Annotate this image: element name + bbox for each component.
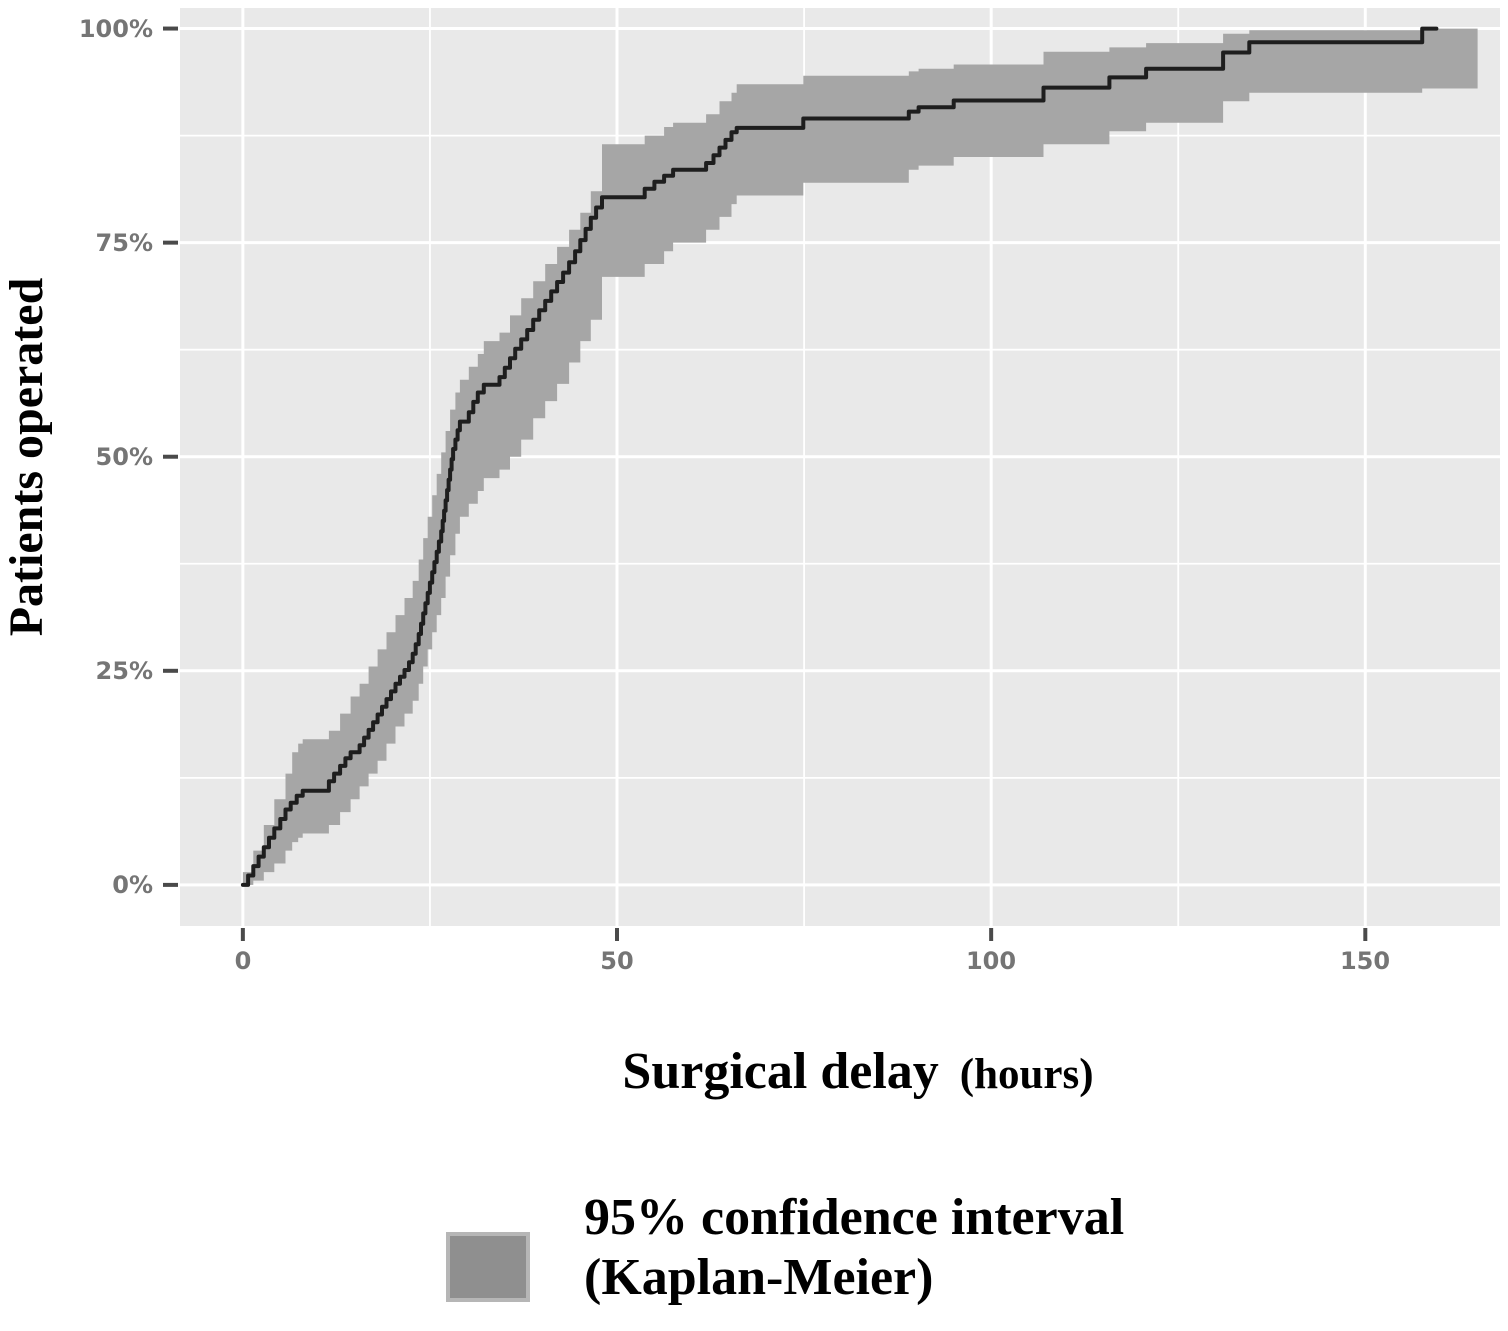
confidence-interval-band xyxy=(242,28,1478,885)
km-step-line xyxy=(240,26,1439,887)
y-tick-label-100: 100% xyxy=(78,15,153,43)
x-tick-label-0: 0 xyxy=(234,947,252,975)
legend-label-line1: 95% confidence interval xyxy=(584,1189,1125,1246)
x-axis-title: Surgical delay (hours) xyxy=(358,1042,1358,1101)
km-plot-svg xyxy=(163,8,1500,941)
ci-band-swatch xyxy=(446,1232,530,1302)
y-tick-label-50: 50% xyxy=(95,443,153,471)
x-axis-title-text: Surgical delay xyxy=(622,1043,939,1100)
x-tick-label-50: 50 xyxy=(600,947,634,975)
y-axis-title: Patients operated xyxy=(0,277,53,637)
x-tick-label-150: 150 xyxy=(1339,947,1391,975)
legend-label-line2: (Kaplan-Meier) xyxy=(584,1249,934,1306)
y-tick-label-75: 75% xyxy=(95,229,153,257)
y-tick-label-25: 25% xyxy=(95,657,153,685)
x-axis-title-unit: (hours) xyxy=(959,1051,1094,1098)
x-tick-label-100: 100 xyxy=(965,947,1017,975)
y-tick-label-0: 0% xyxy=(112,871,153,899)
